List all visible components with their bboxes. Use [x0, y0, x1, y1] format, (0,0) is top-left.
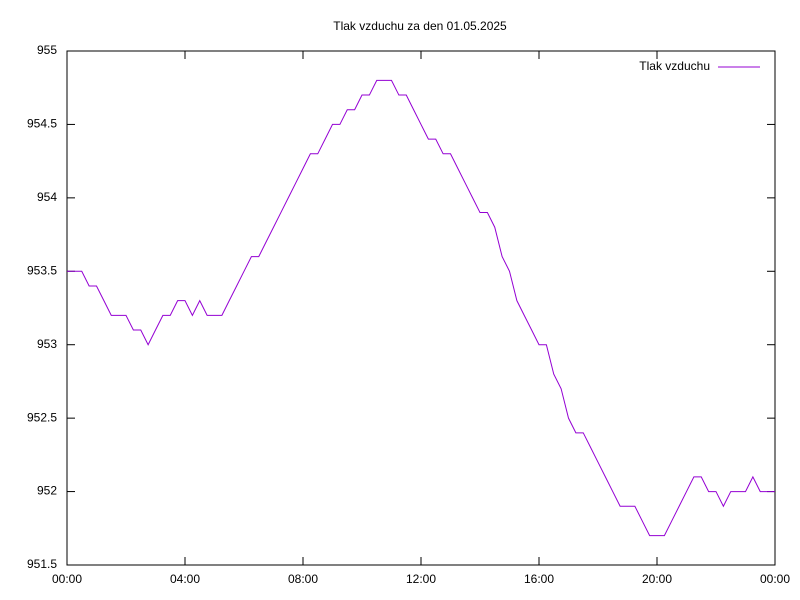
y-tick-label: 953.5	[27, 263, 57, 277]
y-tick-label: 954.5	[27, 117, 57, 131]
x-tick-label: 08:00	[288, 572, 318, 586]
legend-label: Tlak vzduchu	[639, 59, 710, 73]
y-tick-label: 954	[37, 190, 57, 204]
y-tick-label: 952	[37, 484, 57, 498]
x-tick-label: 20:00	[642, 572, 672, 586]
x-tick-label: 16:00	[524, 572, 554, 586]
x-tick-label: 04:00	[170, 572, 200, 586]
x-tick-label: 00:00	[52, 572, 82, 586]
y-tick-label: 951.5	[27, 557, 57, 571]
y-tick-label: 952.5	[27, 410, 57, 424]
x-tick-label: 12:00	[406, 572, 436, 586]
data-line	[67, 79, 775, 537]
plot-frame	[66, 50, 776, 566]
chart-title: Tlak vzduchu za den 01.05.2025	[333, 19, 507, 33]
y-tick-label: 953	[37, 337, 57, 351]
x-tick-label: 00:00	[760, 572, 790, 586]
y-tick-label: 955	[37, 43, 57, 57]
